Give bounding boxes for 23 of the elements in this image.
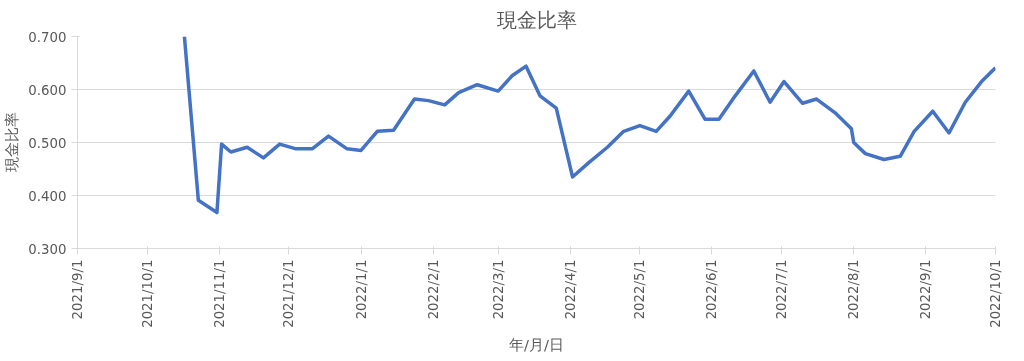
x-tick-label: 2022/6/1 <box>704 259 720 320</box>
x-tick-label: 2022/1/1 <box>353 259 369 320</box>
x-tick-label: 2021/12/1 <box>281 259 297 328</box>
y-tick-label: 0.700 <box>28 29 67 45</box>
x-axis-title: 年/月/日 <box>509 335 564 353</box>
x-tick-label: 2022/7/1 <box>774 259 790 320</box>
y-tick-label: 0.300 <box>28 241 67 257</box>
x-tick-label: 2021/9/1 <box>70 259 85 320</box>
chart-title: 現金比率 <box>496 7 577 32</box>
x-tick-label: 2021/10/1 <box>139 259 155 328</box>
y-tick-label: 0.400 <box>28 188 67 204</box>
x-tick-label: 2022/8/1 <box>846 259 862 320</box>
y-axis-title: 現金比率 <box>3 112 21 173</box>
line-series <box>182 36 996 215</box>
y-tick-label: 0.600 <box>28 82 67 98</box>
y-tick-label: 0.500 <box>28 135 67 151</box>
x-tick-label: 2022/4/1 <box>562 259 578 320</box>
x-tick-label: 2022/10/1 <box>988 259 1003 328</box>
x-tick-label: 2022/9/1 <box>918 259 934 320</box>
x-tick-label: 2021/11/1 <box>211 259 227 328</box>
x-tick-label: 2022/2/1 <box>425 259 441 320</box>
x-tick-label: 2022/3/1 <box>490 259 506 320</box>
x-tick-label: 2022/5/1 <box>632 259 648 320</box>
